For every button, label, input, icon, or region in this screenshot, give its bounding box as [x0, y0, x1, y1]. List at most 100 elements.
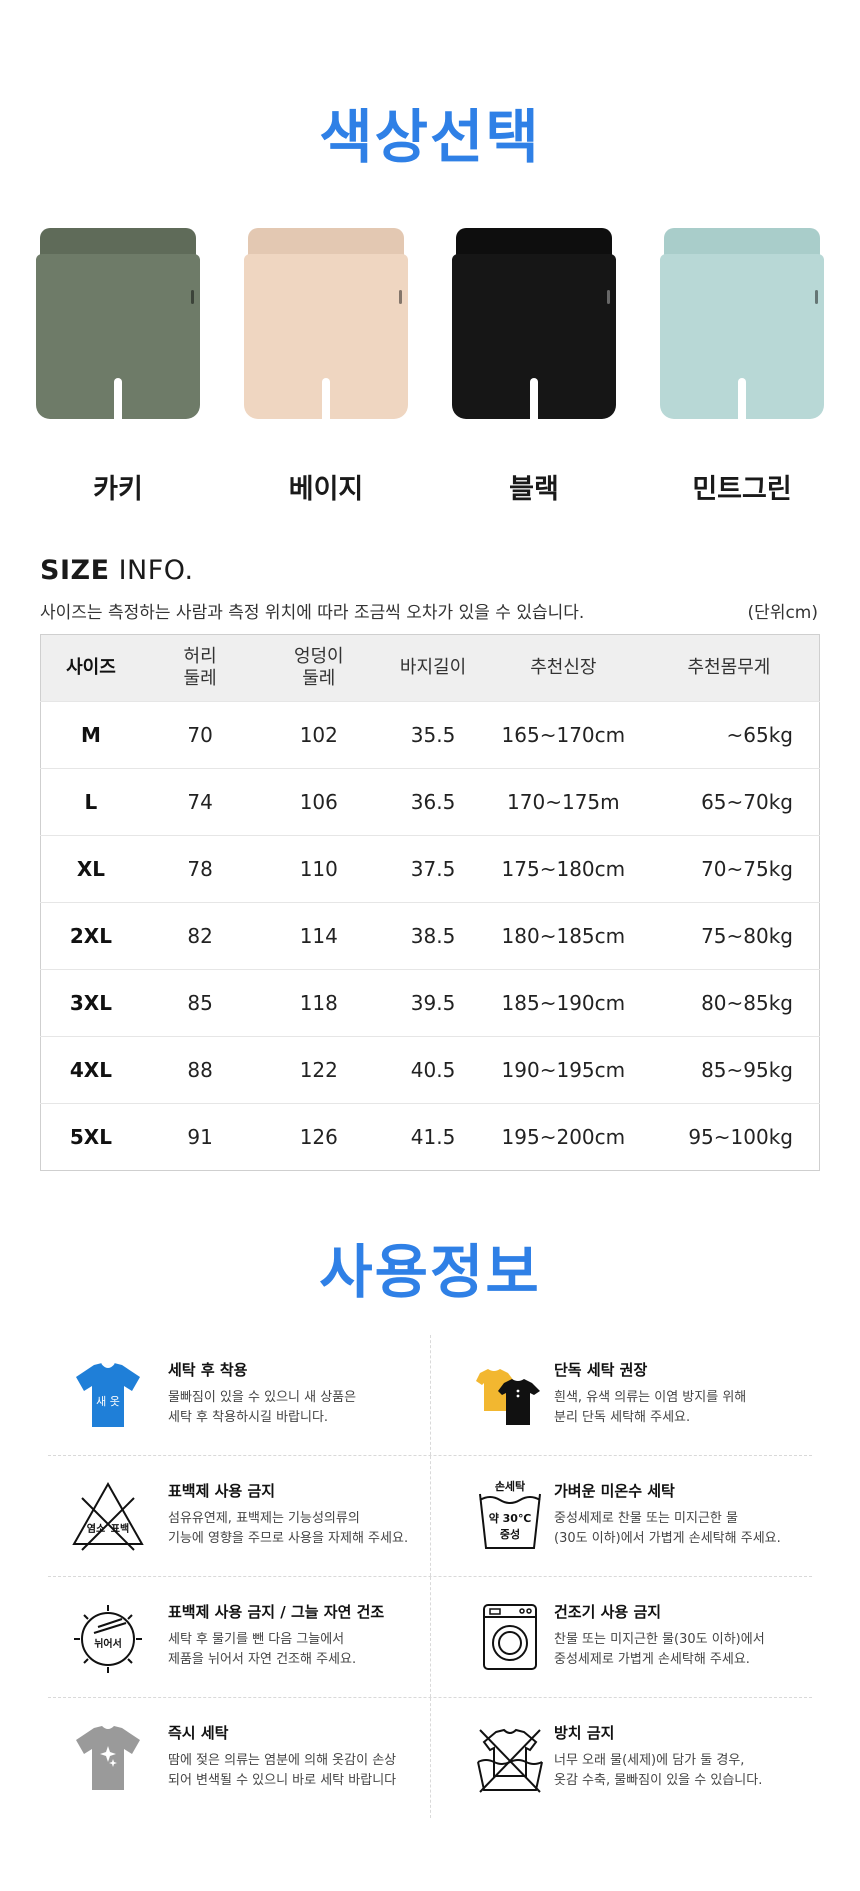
size-value-cell: 38.5	[378, 902, 488, 970]
color-section-title: 색상선택	[319, 103, 541, 171]
size-value-cell: 80~85kg	[638, 969, 820, 1037]
svg-text:약 30℃: 약 30℃	[489, 1511, 532, 1525]
size-value-cell: 36.5	[378, 768, 488, 836]
size-cell: 3XL	[40, 969, 141, 1037]
color-label: 카키	[93, 474, 143, 505]
svg-text:새 옷: 새 옷	[96, 1395, 120, 1408]
size-value-cell: 88	[140, 1036, 260, 1104]
size-value-cell: 40.5	[378, 1036, 488, 1104]
care-title: 단독 세탁 권장	[554, 1361, 648, 1379]
size-value-cell: 170~175m	[487, 768, 639, 836]
size-cell: 4XL	[40, 1036, 141, 1104]
size-value-cell: 118	[259, 969, 379, 1037]
care-row: 염소 표백 표백제 사용 금지 섬유유연제, 표백제는 기능성의류의 기능에 영…	[48, 1456, 812, 1577]
care-item: 염소 표백 표백제 사용 금지 섬유유연제, 표백제는 기능성의류의 기능에 영…	[48, 1456, 430, 1576]
mint-shorts-image	[652, 228, 832, 443]
size-cell: 2XL	[40, 902, 141, 970]
svg-text:뉘어서: 뉘어서	[94, 1637, 122, 1650]
size-table: 사이즈 허리 둘레 엉덩이 둘레 바지길이 추천신장 추천몸무게 M 70 102 3…	[40, 634, 820, 1171]
size-value-cell: 85	[140, 969, 260, 1037]
immediate-wash-icon	[68, 1718, 148, 1798]
size-value-cell: 95~100kg	[638, 1103, 820, 1171]
size-value-cell: 74	[140, 768, 260, 836]
care-desc: 중성세제로 찬물 또는 미지근한 물 (30도 이하)에서 가볍게 손세탁해 주…	[554, 1511, 781, 1547]
size-value-cell: 110	[259, 835, 379, 903]
size-value-cell: 102	[259, 701, 379, 769]
color-option-beige[interactable]: 베이지	[236, 228, 416, 506]
size-value-cell: 175~180cm	[487, 835, 639, 903]
size-note: 사이즈는 측정하는 사람과 측정 위치에 따라 조금씩 오차가 있을 수 있습니…	[40, 603, 585, 623]
care-item: 건조기 사용 금지 찬물 또는 미지근한 물(30도 이하)에서 중성세제로 가…	[430, 1577, 812, 1697]
header-length: 바지길이	[378, 634, 488, 702]
size-value-cell: 35.5	[378, 701, 488, 769]
care-item: 방치 금지 너무 오래 물(세제)에 담가 둘 경우, 옷감 수축, 물빠짐이 …	[430, 1698, 812, 1818]
care-desc: 세탁 후 물기를 뺀 다음 그늘에서 제품을 뉘어서 자연 건조해 주세요.	[168, 1632, 357, 1668]
care-grid: 새 옷 세탁 후 착용 물빠짐이 있을 수 있으니 새 상품은 세탁 후 착용하…	[48, 1335, 812, 1818]
black-shorts-image	[444, 228, 624, 443]
size-value-cell: ~65kg	[638, 701, 820, 769]
care-title: 건조기 사용 금지	[554, 1603, 662, 1621]
color-option-khaki[interactable]: 카키	[28, 228, 208, 506]
svg-text:손세탁: 손세탁	[495, 1479, 525, 1493]
size-value-cell: 106	[259, 768, 379, 836]
size-value-cell: 82	[140, 902, 260, 970]
size-table-row: XL 78 110 37.5 175~180cm 70~75kg	[40, 835, 820, 903]
color-label: 베이지	[288, 474, 364, 505]
care-item: 뉘어서 표백제 사용 금지 / 그늘 자연 건조 세탁 후 물기를 뺀 다음 그…	[48, 1577, 430, 1697]
care-row: 뉘어서 표백제 사용 금지 / 그늘 자연 건조 세탁 후 물기를 뺀 다음 그…	[48, 1577, 812, 1698]
khaki-shorts-image	[28, 228, 208, 443]
header-weight: 추천몸무게	[638, 634, 820, 702]
size-cell: M	[40, 701, 141, 769]
care-title: 세탁 후 착용	[168, 1361, 248, 1379]
color-label: 블랙	[509, 474, 559, 505]
size-table-row: L 74 106 36.5 170~175m 65~70kg	[40, 768, 820, 836]
color-label: 민트그린	[692, 474, 792, 505]
svg-text:표백: 표백	[111, 1522, 129, 1535]
size-value-cell: 165~170cm	[487, 701, 639, 769]
size-value-cell: 195~200cm	[487, 1103, 639, 1171]
no-soaking-icon	[470, 1718, 550, 1798]
svg-text:중성: 중성	[500, 1527, 520, 1541]
color-option-mint-green[interactable]: 민트그린	[652, 228, 832, 506]
header-height: 추천신장	[487, 634, 639, 702]
color-option-black[interactable]: 블랙	[444, 228, 624, 506]
care-item: 새 옷 세탁 후 착용 물빠짐이 있을 수 있으니 새 상품은 세탁 후 착용하…	[48, 1335, 430, 1455]
size-value-cell: 180~185cm	[487, 902, 639, 970]
no-dryer-icon	[470, 1597, 550, 1677]
size-unit: (단위cm)	[747, 603, 818, 623]
header-hip: 엉덩이 둘레	[259, 634, 379, 702]
size-value-cell: 39.5	[378, 969, 488, 1037]
size-cell: XL	[40, 835, 141, 903]
size-table-row: 3XL 85 118 39.5 185~190cm 80~85kg	[40, 969, 820, 1037]
size-table-row: 5XL 91 126 41.5 195~200cm 95~100kg	[40, 1103, 820, 1171]
size-cell: 5XL	[40, 1103, 141, 1171]
no-bleach-icon: 염소 표백	[68, 1476, 148, 1556]
header-size: 사이즈	[40, 634, 141, 702]
size-value-cell: 37.5	[378, 835, 488, 903]
size-value-cell: 70~75kg	[638, 835, 820, 903]
size-table-row: M 70 102 35.5 165~170cm ~65kg	[40, 701, 820, 769]
beige-shorts-image	[236, 228, 416, 443]
shade-dry-icon: 뉘어서	[68, 1597, 148, 1677]
size-value-cell: 122	[259, 1036, 379, 1104]
separate-wash-icon	[470, 1355, 550, 1435]
size-value-cell: 78	[140, 835, 260, 903]
size-info-heading: SIZE INFO.	[40, 555, 194, 586]
hand-wash-icon: 손세탁 약 30℃ 중성	[470, 1476, 550, 1556]
size-value-cell: 185~190cm	[487, 969, 639, 1037]
care-item: 손세탁 약 30℃ 중성 가벼운 미온수 세탁 중성세제로 찬물 또는 미지근한…	[430, 1456, 812, 1576]
size-table-row: 4XL 88 122 40.5 190~195cm 85~95kg	[40, 1036, 820, 1104]
care-desc: 찬물 또는 미지근한 물(30도 이하)에서 중성세제로 가볍게 손세탁해 주세…	[554, 1632, 765, 1668]
care-title: 가벼운 미온수 세탁	[554, 1482, 675, 1500]
header-waist: 허리 둘레	[140, 634, 260, 702]
care-item: 단독 세탁 권장 흰색, 유색 의류는 이염 방지를 위해 분리 단독 세탁해 …	[430, 1335, 812, 1455]
care-row: 새 옷 세탁 후 착용 물빠짐이 있을 수 있으니 새 상품은 세탁 후 착용하…	[48, 1335, 812, 1456]
new-shirt-icon: 새 옷	[68, 1355, 148, 1435]
care-title: 즉시 세탁	[168, 1724, 229, 1742]
care-item: 즉시 세탁 땀에 젖은 의류는 염분에 의해 옷감이 손상 되어 변색될 수 있…	[48, 1698, 430, 1818]
care-title: 표백제 사용 금지 / 그늘 자연 건조	[168, 1603, 385, 1621]
size-value-cell: 114	[259, 902, 379, 970]
care-title: 표백제 사용 금지	[168, 1482, 276, 1500]
size-value-cell: 91	[140, 1103, 260, 1171]
care-desc: 섬유유연제, 표백제는 기능성의류의 기능에 영향을 주므로 사용을 자제해 주…	[168, 1511, 409, 1547]
